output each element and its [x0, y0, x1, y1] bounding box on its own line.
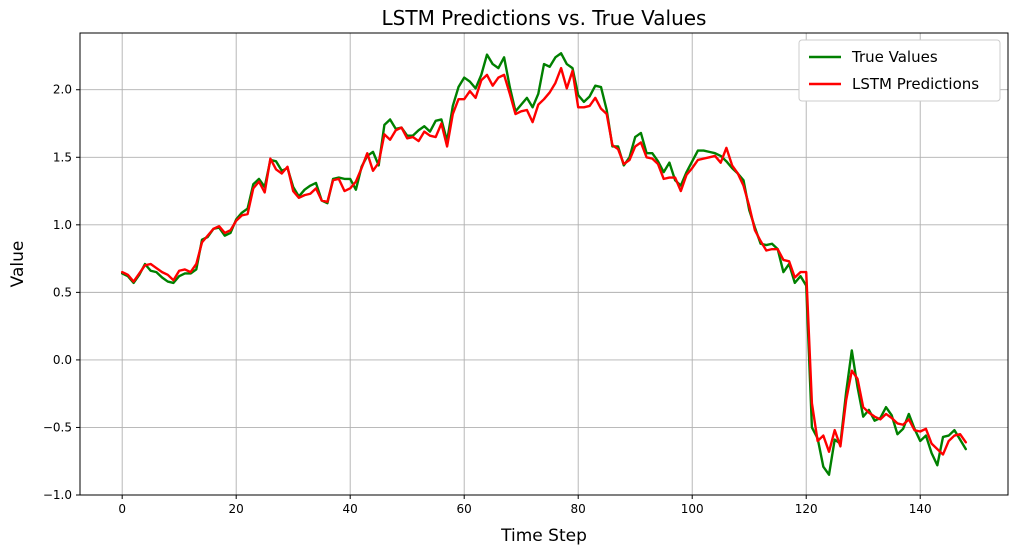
y-tick-label: 2.0 — [53, 83, 72, 97]
legend-label-true-values: True Values — [851, 48, 938, 66]
y-axis-label: Value — [8, 241, 28, 288]
y-tick-label: 0.5 — [53, 285, 72, 299]
y-tick-label: 0.0 — [53, 353, 72, 367]
x-axis-ticks: 0 20 40 60 80 100 120 140 — [118, 495, 932, 516]
y-tick-label: −1.0 — [43, 488, 72, 502]
plot-frame — [79, 32, 1009, 496]
x-tick-label: 140 — [909, 502, 932, 516]
x-tick-label: 120 — [795, 502, 818, 516]
x-tick-label: 80 — [571, 502, 586, 516]
series-line-true-values — [120, 52, 968, 476]
legend-label-lstm-predictions: LSTM Predictions — [852, 75, 979, 93]
x-tick-label: 100 — [681, 502, 704, 516]
plot-area — [80, 33, 1008, 495]
x-tick-label: 60 — [457, 502, 472, 516]
y-tick-label: 1.5 — [53, 150, 72, 164]
x-axis-label: Time Step — [500, 526, 587, 546]
y-tick-label: 1.0 — [53, 218, 72, 232]
legend: True Values LSTM Predictions — [798, 39, 1001, 102]
y-tick-label: −0.5 — [43, 420, 72, 434]
y-axis-ticks: −1.0 −0.5 0.0 0.5 1.0 1.5 2.0 — [43, 83, 80, 502]
chart-title: LSTM Predictions vs. True Values — [382, 6, 707, 30]
series-lines — [120, 52, 968, 476]
x-tick-label: 0 — [118, 502, 126, 516]
x-tick-label: 20 — [229, 502, 244, 516]
series-line-lstm-predictions — [120, 66, 968, 456]
legend-box — [798, 39, 1001, 102]
x-tick-label: 40 — [343, 502, 358, 516]
